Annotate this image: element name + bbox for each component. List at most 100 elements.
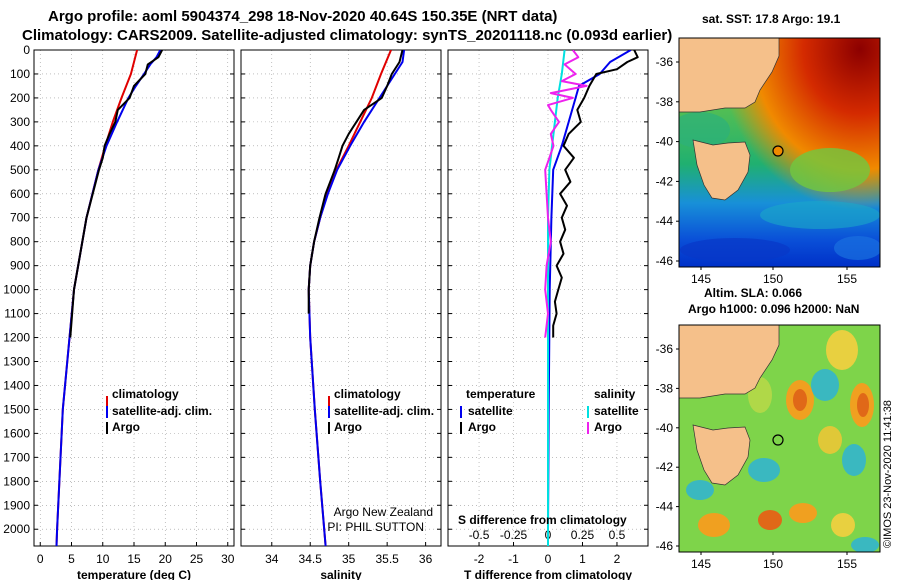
temperature-panel: 0100200300400500600700800900100011001200… bbox=[3, 43, 235, 582]
s-diff-tick-label: 0.5 bbox=[609, 528, 626, 542]
legend-salinity-heading: salinity bbox=[594, 387, 636, 401]
series-group bbox=[544, 50, 639, 546]
depth-tick-label: 1200 bbox=[3, 331, 30, 345]
lon-tick-label: 150 bbox=[763, 272, 783, 286]
legend-sal-satellite-label: satellite bbox=[594, 404, 639, 418]
depth-tick-label: 100 bbox=[10, 67, 30, 81]
depth-tick-label: 1800 bbox=[3, 474, 30, 488]
lon-tick-label: 150 bbox=[763, 557, 783, 571]
sla-map: Altim. SLA: 0.066 Argo h1000: 0.096 h200… bbox=[656, 286, 881, 571]
lat-tick-label: -44 bbox=[656, 500, 674, 514]
depth-tick-label: 1900 bbox=[3, 498, 30, 512]
sst-map-title: sat. SST: 17.8 Argo: 19.1 bbox=[702, 12, 841, 26]
lat-tick-label: -42 bbox=[656, 174, 674, 188]
series-line-climatology bbox=[55, 50, 139, 546]
depth-tick-label: 1500 bbox=[3, 402, 30, 416]
series-line-climatology bbox=[307, 50, 392, 546]
lat-tick-label: -38 bbox=[656, 95, 674, 109]
x-tick-label: 25 bbox=[190, 552, 204, 566]
lat-tick-label: -38 bbox=[656, 381, 674, 395]
s-difference-axis-label: S difference from climatology bbox=[458, 513, 627, 527]
difference-panel: -2 -1 0 1 2-0.5 -0.25 0 0.25 0.5T difference fro… bbox=[447, 49, 649, 582]
x-tick-label: 1 bbox=[579, 552, 586, 566]
legend-satellite-label: satellite-adj. clim. bbox=[112, 404, 212, 418]
s-diff-tick-label: -0.5 bbox=[469, 528, 490, 542]
x-tick-label: 10 bbox=[96, 552, 110, 566]
s-diff-tick-label: 0.25 bbox=[571, 528, 595, 542]
x-tick-label: 0 bbox=[545, 552, 552, 566]
series-line-argo bbox=[307, 50, 404, 314]
lat-tick-label: -46 bbox=[656, 539, 674, 553]
legend-sal-argo-label: Argo bbox=[594, 420, 622, 434]
depth-tick-label: 900 bbox=[10, 259, 30, 273]
depth-tick-label: 1400 bbox=[3, 378, 30, 392]
lat-tick-label: -40 bbox=[656, 135, 674, 149]
depth-tick-label: 1300 bbox=[3, 354, 30, 368]
sst-map-ticks: -36 -38 -40 -42 -44 -46 145 150 155 bbox=[656, 55, 858, 286]
x-axis-label: salinity bbox=[320, 568, 362, 580]
series-line-satellite-adj-clim- bbox=[307, 50, 406, 546]
series-line-satellite-adj-clim- bbox=[55, 50, 162, 546]
series-line-temperature-satellite bbox=[547, 50, 632, 546]
depth-tick-label: 200 bbox=[10, 91, 30, 105]
x-tick-label: 30 bbox=[221, 552, 235, 566]
tasmania bbox=[692, 139, 751, 201]
x-tick-label: 20 bbox=[159, 552, 173, 566]
series-group bbox=[307, 50, 406, 546]
s-diff-tick-label: -0.25 bbox=[500, 528, 528, 542]
legend-climatology-label: climatology bbox=[334, 387, 401, 401]
legend-temperature-heading: temperature bbox=[466, 387, 536, 401]
x-tick-label: 35.5 bbox=[375, 552, 399, 566]
mainland-australia bbox=[679, 38, 780, 113]
temperature-legend: climatology satellite-adj. clim. Argo bbox=[106, 387, 212, 434]
lat-tick-label: -36 bbox=[656, 342, 674, 356]
depth-tick-label: 1600 bbox=[3, 426, 30, 440]
lon-tick-label: 145 bbox=[691, 272, 711, 286]
lon-tick-label: 145 bbox=[691, 557, 711, 571]
tasmania bbox=[692, 424, 751, 486]
lat-tick-label: -40 bbox=[656, 421, 674, 435]
depth-tick-label: 800 bbox=[10, 235, 30, 249]
lat-tick-label: -46 bbox=[656, 254, 674, 268]
credit-line-2: PI: PHIL SUTTON bbox=[327, 520, 424, 534]
credit-line-1: Argo New Zealand bbox=[334, 505, 433, 519]
figure-subtitle: Climatology: CARS2009. Satellite-adjuste… bbox=[22, 27, 672, 44]
series-line-argo bbox=[69, 50, 163, 338]
series-line-salinity-argo bbox=[544, 50, 588, 338]
difference-legend: temperature salinity satellite Argo sate… bbox=[458, 387, 639, 527]
depth-tick-label: 400 bbox=[10, 139, 30, 153]
sla-map-ticks: -36 -38 -40 -42 -44 -46 145 150 155 bbox=[656, 342, 858, 571]
series-line-temperature-argo bbox=[552, 50, 639, 338]
mainland-australia bbox=[679, 325, 780, 399]
x-tick-label: -1 bbox=[508, 552, 519, 566]
legend-temp-satellite-label: satellite bbox=[468, 404, 513, 418]
legend-argo-label: Argo bbox=[334, 420, 362, 434]
series-group bbox=[55, 50, 163, 546]
lat-tick-label: -44 bbox=[656, 214, 674, 228]
depth-tick-label: 700 bbox=[10, 211, 30, 225]
sla-map-subtitle: Argo h1000: 0.096 h2000: NaN bbox=[688, 302, 859, 316]
depth-tick-label: 300 bbox=[10, 115, 30, 129]
x-tick-label: 34 bbox=[265, 552, 279, 566]
plot-frame bbox=[33, 49, 235, 547]
depth-tick-label: 600 bbox=[10, 187, 30, 201]
legend-climatology-label: climatology bbox=[112, 387, 179, 401]
x-tick-label: 35 bbox=[342, 552, 356, 566]
x-tick-label: 0 bbox=[37, 552, 44, 566]
legend-satellite-label: satellite-adj. clim. bbox=[334, 404, 434, 418]
legend-temp-argo-label: Argo bbox=[468, 420, 496, 434]
argo-float-position bbox=[772, 434, 784, 446]
x-tick-label: 2 bbox=[614, 552, 621, 566]
depth-tick-label: 1000 bbox=[3, 283, 30, 297]
x-tick-label: 36 bbox=[419, 552, 433, 566]
copyright-stamp: ©IMOS 23-Nov-2020 11:41:38 bbox=[882, 400, 894, 548]
figure-title: Argo profile: aoml 5904374_298 18-Nov-20… bbox=[48, 8, 557, 25]
x-axis-label: T difference from climatology bbox=[464, 568, 632, 580]
depth-tick-label: 500 bbox=[10, 163, 30, 177]
x-tick-label: 5 bbox=[68, 552, 75, 566]
x-axis-label: temperature (deg C) bbox=[77, 568, 191, 580]
lon-tick-label: 155 bbox=[837, 272, 857, 286]
argo-float-position bbox=[772, 145, 784, 157]
